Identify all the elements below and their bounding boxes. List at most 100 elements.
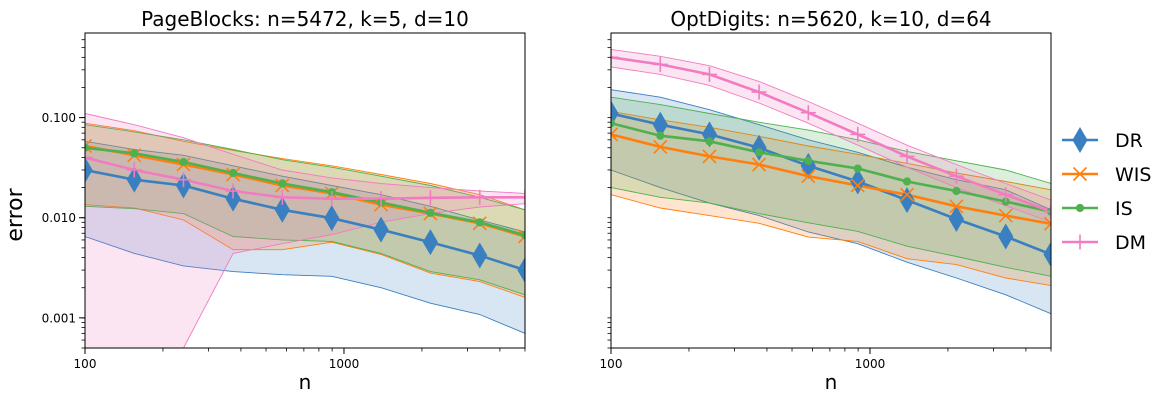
- confidence-bands: [85, 113, 525, 348]
- point-is: [426, 208, 435, 217]
- legend-marker-is: [1075, 203, 1085, 213]
- point-dm: [225, 183, 241, 199]
- point-dm: [899, 148, 915, 164]
- point-dm: [701, 66, 717, 82]
- line-is: [85, 146, 525, 237]
- point-is: [804, 156, 813, 165]
- point-wis: [751, 157, 767, 172]
- point-dr: [472, 242, 488, 269]
- line-dr: [611, 112, 1051, 256]
- point-dr: [517, 257, 525, 284]
- point-dm: [751, 84, 767, 100]
- point-dr: [1043, 241, 1051, 268]
- point-dm: [274, 189, 290, 205]
- x-axis-label: n: [825, 370, 838, 394]
- band-dm: [611, 48, 1051, 223]
- series-lines: [85, 138, 525, 284]
- point-is: [179, 157, 188, 167]
- point-dr: [324, 205, 340, 232]
- point-dm: [800, 105, 816, 121]
- y-axis-label: error: [3, 187, 28, 241]
- point-dr: [85, 156, 93, 183]
- point-dm: [652, 56, 668, 72]
- point-dm: [126, 162, 142, 178]
- point-dm: [422, 190, 438, 206]
- x-tick-label: 100: [600, 357, 623, 371]
- point-wis: [998, 208, 1013, 223]
- point-dr: [850, 168, 866, 195]
- point-dm: [1043, 204, 1051, 220]
- point-is: [754, 148, 764, 157]
- line-dm: [611, 56, 1051, 213]
- plot-frame: [610, 32, 1052, 349]
- pageblocks-panel: PageBlocks: n=5472, k=5, d=10 100 1000 0.00…: [42, 7, 526, 394]
- point-is: [228, 168, 238, 178]
- legend-label-wis: WIS: [1115, 164, 1151, 186]
- point-dr: [126, 166, 142, 193]
- point-dm: [517, 189, 525, 205]
- optdigits-panel: OptDigits: n=5620, k=10, d=64 100 1000 n: [600, 7, 1052, 394]
- point-wis: [611, 127, 619, 142]
- confidence-bands: [611, 48, 1051, 315]
- point-is: [475, 218, 484, 227]
- point-wis: [653, 139, 668, 154]
- line-is: [611, 121, 1051, 213]
- chart-title: OptDigits: n=5620, k=10, d=64: [670, 7, 991, 31]
- line-dr: [85, 168, 525, 272]
- point-is: [520, 231, 525, 240]
- band-dm: [85, 113, 525, 348]
- band-dr: [611, 89, 1051, 315]
- point-wis: [801, 169, 816, 184]
- point-dm: [998, 187, 1014, 203]
- x-axis-label: n: [299, 370, 312, 394]
- point-dr: [274, 196, 290, 223]
- point-is: [853, 164, 862, 173]
- point-dm: [373, 191, 389, 207]
- point-is: [278, 179, 287, 188]
- legend-marker-dr: [1072, 127, 1088, 153]
- point-wis: [1043, 216, 1051, 231]
- x-tick-label: 100: [74, 357, 97, 371]
- line-wis: [611, 133, 1051, 226]
- legend-label-is: IS: [1115, 198, 1133, 220]
- point-dm: [324, 191, 340, 207]
- point-dr: [422, 229, 438, 256]
- point-dr: [998, 223, 1014, 250]
- point-wis: [517, 229, 525, 244]
- y-tick-label: 0.100: [42, 111, 76, 125]
- point-wis: [85, 138, 93, 154]
- legend-marker-wis: [1072, 166, 1088, 182]
- point-is: [952, 186, 961, 196]
- point-dr: [899, 187, 915, 214]
- point-dm: [850, 126, 866, 142]
- legend-label-dm: DM: [1115, 232, 1146, 254]
- line-dm: [85, 156, 525, 200]
- point-dr: [948, 206, 964, 233]
- legend-label-dr: DR: [1115, 130, 1143, 152]
- y-tick-label: 0.001: [42, 311, 76, 325]
- point-dm: [85, 149, 93, 165]
- point-is: [705, 137, 714, 146]
- point-dm: [948, 168, 964, 184]
- band-is: [611, 96, 1051, 277]
- point-is: [130, 149, 139, 158]
- point-is: [902, 177, 912, 186]
- point-wis: [850, 178, 865, 193]
- point-dm: [472, 189, 488, 205]
- legend: DR WIS IS DM: [1062, 127, 1151, 254]
- legend-marker-dm: [1072, 234, 1088, 250]
- plot-frame: [84, 32, 526, 349]
- point-wis: [702, 149, 717, 164]
- point-wis: [949, 199, 964, 214]
- band-wis: [611, 111, 1051, 287]
- y-tick-label: 0.010: [42, 211, 76, 225]
- point-wis: [899, 187, 915, 202]
- series-lines: [611, 49, 1051, 268]
- point-dm: [611, 49, 619, 65]
- point-is: [656, 131, 665, 140]
- x-tick-label: 1000: [329, 357, 360, 371]
- x-tick-label: 1000: [855, 357, 886, 371]
- chart-title: PageBlocks: n=5472, k=5, d=10: [141, 7, 469, 31]
- point-dm: [175, 172, 191, 188]
